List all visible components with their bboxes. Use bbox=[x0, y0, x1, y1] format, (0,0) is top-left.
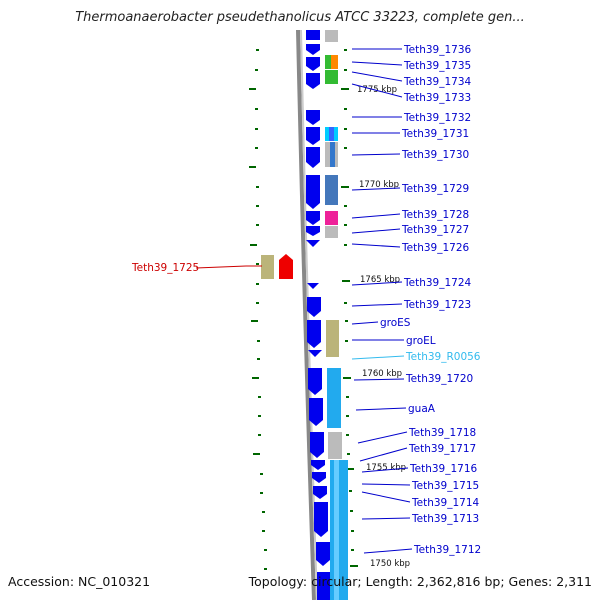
map-title: Thermoanaerobacter pseudethanolicus ATCC… bbox=[75, 10, 525, 25]
genome-summary-text: Topology: circular; Length: 2,362,816 bp… bbox=[248, 574, 592, 589]
accession-text: Accession: NC_010321 bbox=[8, 574, 151, 589]
forward-genes bbox=[306, 30, 331, 600]
gene-label[interactable]: Teth39_1717 bbox=[408, 443, 476, 455]
kbp-mark: 1770 kbp bbox=[359, 180, 399, 190]
gene-label[interactable]: Teth39_1714 bbox=[411, 497, 480, 509]
gene-label[interactable]: guaA bbox=[408, 403, 436, 415]
genome-ruler bbox=[296, 29, 316, 600]
cog-boxes bbox=[325, 30, 348, 600]
gene-label-highlighted[interactable]: Teth39_1725 bbox=[131, 262, 199, 274]
kbp-mark: 1765 kbp bbox=[360, 275, 400, 285]
gene-label-lines bbox=[195, 48, 413, 554]
gene-label[interactable]: Teth39_1724 bbox=[403, 277, 472, 289]
gene-label[interactable]: Teth39_1733 bbox=[403, 92, 471, 104]
gene-label[interactable]: Teth39_R0056 bbox=[405, 351, 481, 363]
gene-label[interactable]: Teth39_1720 bbox=[405, 373, 473, 385]
gene-label[interactable]: Teth39_1730 bbox=[401, 149, 469, 161]
gene-labels: Teth39_1736 Teth39_1735 Teth39_1734 Teth… bbox=[131, 44, 481, 556]
gene-label[interactable]: Teth39_1735 bbox=[403, 60, 471, 72]
gene-label[interactable]: Teth39_1712 bbox=[413, 544, 481, 556]
gene-label[interactable]: Teth39_1732 bbox=[403, 112, 471, 124]
kbp-mark: 1750 kbp bbox=[370, 559, 410, 569]
gene-label[interactable]: Teth39_1715 bbox=[411, 480, 479, 492]
gene-label[interactable]: Teth39_1723 bbox=[403, 299, 471, 311]
highlighted-gene-teth39-1725[interactable] bbox=[261, 254, 293, 279]
outer-tick-marks bbox=[249, 49, 267, 570]
gene-label[interactable]: Teth39_1736 bbox=[403, 44, 472, 56]
gene-label[interactable]: Teth39_1729 bbox=[401, 183, 469, 195]
kbp-mark: 1760 kbp bbox=[362, 369, 402, 379]
gene-label[interactable]: Teth39_1727 bbox=[401, 224, 469, 236]
kbp-mark: 1755 kbp bbox=[366, 463, 406, 473]
gene-label[interactable]: Teth39_1718 bbox=[408, 427, 476, 439]
gene-label[interactable]: Teth39_1731 bbox=[401, 128, 469, 140]
gene-label[interactable]: groES bbox=[380, 317, 411, 329]
inner-tick-marks bbox=[341, 49, 358, 567]
gene-label[interactable]: Teth39_1713 bbox=[411, 513, 479, 525]
gene-label[interactable]: Teth39_1734 bbox=[403, 76, 472, 88]
gene-label[interactable]: groEL bbox=[406, 335, 436, 347]
gene-label[interactable]: Teth39_1726 bbox=[401, 242, 470, 254]
gene-label[interactable]: Teth39_1728 bbox=[401, 209, 469, 221]
gene-label[interactable]: Teth39_1716 bbox=[409, 463, 478, 475]
